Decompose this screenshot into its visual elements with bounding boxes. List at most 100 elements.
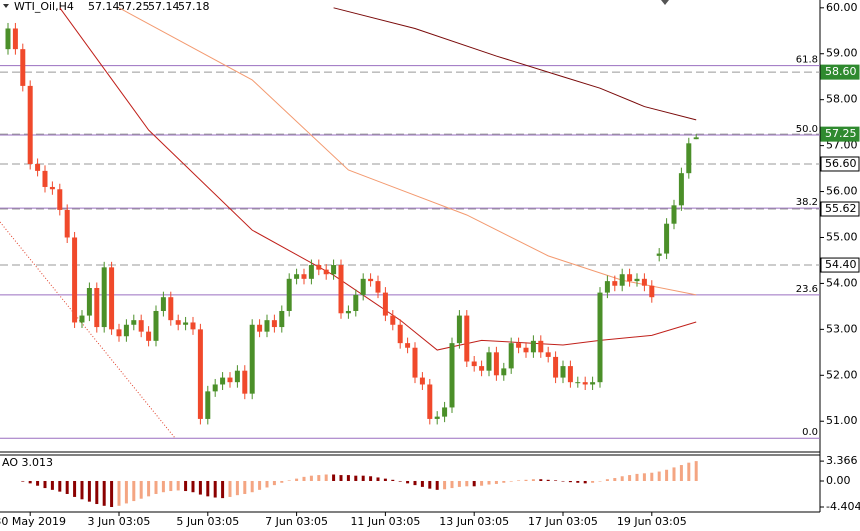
indicator-bar (117, 480, 121, 506)
indicator-bar (21, 480, 25, 482)
indicator-bar (154, 480, 158, 494)
indicator-bar (191, 480, 195, 493)
indicator-bar (657, 471, 661, 481)
candle-body (175, 320, 181, 325)
candle-body (20, 49, 26, 86)
ohlc-low: 57.14 (148, 0, 180, 13)
indicator-bar (694, 461, 698, 481)
candle-body (190, 322, 196, 330)
candle-body (627, 274, 633, 282)
candle-body (493, 352, 499, 376)
indicator-bar (317, 475, 321, 481)
candle-body (582, 382, 588, 385)
candle-body (397, 324, 403, 344)
candle-body (612, 281, 618, 286)
indicator-bar (65, 480, 69, 494)
y-tick-label: 58.00 (826, 93, 858, 106)
indicator-bar (221, 480, 225, 499)
indicator-bar (50, 480, 54, 490)
candle-body (323, 269, 329, 275)
indicator-bar (531, 479, 535, 481)
indicator-bar (628, 475, 632, 481)
indicator-bar (406, 480, 410, 484)
indicator-bar (110, 480, 114, 508)
candle-body (390, 315, 396, 325)
candle-body (153, 310, 159, 341)
indicator-bar (198, 480, 202, 495)
fib-label: 0.0 (802, 427, 818, 438)
indicator-bar (672, 467, 676, 481)
indicator-bar (280, 480, 284, 483)
candle-body (257, 324, 263, 332)
candle-body (279, 310, 285, 328)
candle-body (419, 377, 425, 385)
indicator-bar (443, 480, 447, 490)
x-tick-label: 13 Jun 03:05 (439, 515, 509, 528)
x-tick-label: 5 Jun 03:05 (176, 515, 239, 528)
candle-body (331, 265, 337, 275)
candle-body (634, 278, 640, 282)
candle-body (109, 267, 115, 330)
price-tag (820, 156, 860, 172)
candle-body (560, 366, 566, 378)
indicator-bar (228, 480, 232, 497)
candle-body (35, 163, 41, 171)
price-tag-label: 54.40 (825, 258, 857, 271)
candle-body (345, 310, 351, 314)
candle-body (27, 85, 33, 164)
indicator-bar (435, 480, 439, 490)
candle-body (538, 340, 544, 353)
symbol: WTI_Oil,H4 (14, 0, 74, 13)
indicator-bar (339, 475, 343, 481)
indicator-bar (161, 480, 165, 493)
indicator-bar (184, 480, 188, 492)
candle-body (368, 278, 374, 282)
candle-body (353, 294, 359, 311)
price-tag (820, 126, 860, 142)
indicator-bar (124, 480, 128, 504)
candle-body (553, 356, 559, 378)
indicator-bar (324, 474, 328, 481)
indicator-bar (598, 480, 602, 482)
indicator-bar (583, 480, 587, 484)
y-tick-label: 52.00 (826, 368, 858, 381)
price-tag-label: 55.62 (825, 202, 857, 215)
candle-body (12, 28, 18, 50)
indicator-bar (139, 480, 143, 499)
candle-body (471, 361, 477, 367)
indicator-bar (450, 480, 454, 489)
candle-body (160, 297, 166, 311)
indicator-bar (502, 480, 506, 483)
candle-body (220, 377, 226, 385)
fib-label: 50.0 (796, 124, 818, 135)
candle-body (294, 274, 300, 279)
indicator-bar (102, 480, 106, 506)
indicator-bar (487, 480, 491, 485)
indicator-bar (80, 480, 84, 500)
candle-body (205, 391, 211, 419)
candle-body (427, 384, 433, 419)
candle-body (486, 352, 492, 371)
indicator-bar (272, 480, 276, 486)
candle-body (249, 324, 255, 394)
indicator-bar (169, 480, 173, 492)
y-tick-label: 56.00 (826, 185, 858, 198)
price-tag-label: 56.60 (825, 157, 857, 170)
candle-body (523, 347, 529, 353)
candle-body (375, 281, 381, 293)
price-tag-label: 57.25 (825, 127, 857, 140)
indicator-bar (635, 473, 639, 481)
y-tick-label: 59.00 (826, 47, 858, 60)
indicator-bar (539, 479, 543, 481)
y-tick-label: 53.00 (826, 322, 858, 335)
indicator-bar (428, 480, 432, 489)
indicator-bar (295, 478, 299, 481)
indicator-tick-label: 0.00 (826, 474, 851, 487)
indicator-bar (391, 479, 395, 481)
y-tick-label: 60.00 (826, 1, 858, 14)
indicator-bar (665, 469, 669, 481)
candle-body (405, 343, 411, 348)
candle-body (101, 267, 107, 328)
indicator-bar (383, 478, 387, 481)
candle-body (242, 370, 248, 394)
